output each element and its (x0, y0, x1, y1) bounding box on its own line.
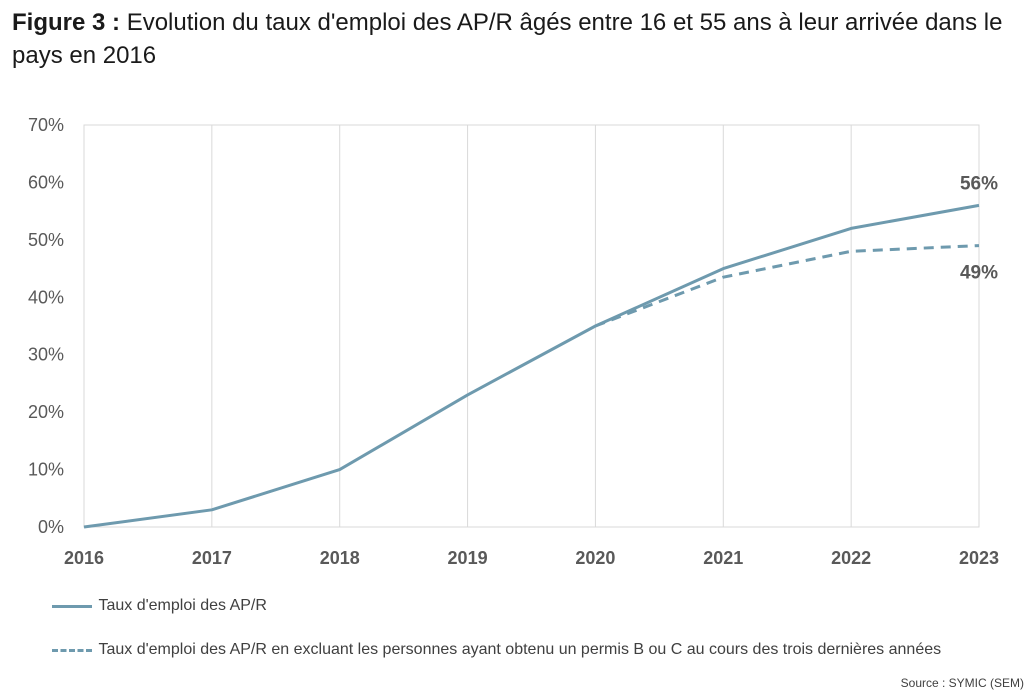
x-tick-label: 2020 (575, 548, 615, 568)
x-axis: 2016 2017 2018 2019 2020 2021 2022 2023 (64, 548, 999, 568)
x-tick-label: 2023 (959, 548, 999, 568)
series-lines (83, 203, 980, 529)
y-axis: 0% 10% 20% 30% 40% 50% 60% 70% (28, 115, 64, 537)
line-chart: 0% 10% 20% 30% 40% 50% 60% 70% 2016 2017 2018 2019… (28, 115, 999, 568)
end-labels: 56% 49% (960, 173, 998, 283)
x-tick-label: 2016 (64, 548, 104, 568)
figure-title-text: Evolution du taux d'emploi des AP/R âgés… (12, 9, 1003, 69)
x-tick-label: 2019 (448, 548, 488, 568)
x-tick-label: 2022 (831, 548, 871, 568)
y-tick-label: 50% (28, 230, 64, 250)
plot-area-border (83, 124, 980, 528)
figure-label: Figure 3 : (12, 9, 121, 36)
y-tick-label: 70% (28, 115, 64, 135)
x-tick-label: 2018 (320, 548, 360, 568)
x-tick-label: 2021 (703, 548, 743, 568)
x-tick-label: 2017 (192, 548, 232, 568)
series-line-solid (83, 203, 980, 529)
legend-item-solid: Taux d'emploi des AP/R (52, 597, 267, 615)
chart-title: Figure 3 : Evolution du taux d'emploi de… (12, 6, 1012, 72)
y-tick-label: 60% (28, 172, 64, 192)
y-tick-label: 40% (28, 287, 64, 307)
legend-solid-swatch (52, 604, 92, 608)
grid (83, 124, 980, 528)
y-tick-label: 30% (28, 345, 64, 365)
end-value-label: 49% (960, 263, 998, 284)
y-tick-label: 0% (38, 517, 64, 537)
end-value-label: 56% (960, 173, 998, 194)
legend-dashed-label: Taux d'emploi des AP/R en excluant les p… (98, 641, 942, 658)
legend-item-dashed: Taux d'emploi des AP/R en excluant les p… (52, 641, 941, 659)
series-line-dashed (594, 244, 980, 328)
legend-solid-label: Taux d'emploi des AP/R (98, 597, 267, 614)
legend-dashed-swatch (52, 648, 92, 652)
source-note: Source : SYMIC (SEM) (900, 676, 1024, 690)
y-tick-label: 20% (28, 402, 64, 422)
y-tick-label: 10% (28, 460, 64, 480)
